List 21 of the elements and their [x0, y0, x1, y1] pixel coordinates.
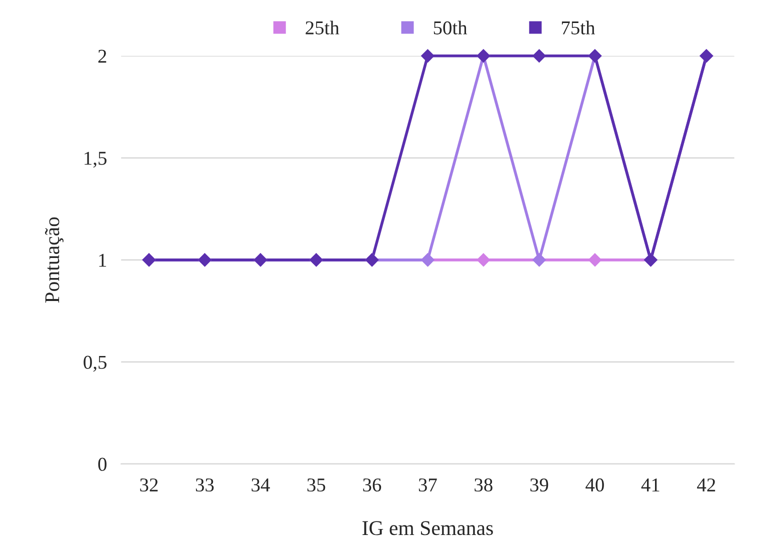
x-tick-label: 40 [586, 478, 604, 492]
x-tick-label: 41 [641, 478, 660, 492]
y-tick-label: 1,5 [84, 152, 106, 168]
y-tick-label: 0 [98, 458, 106, 471]
x-axis-title: IG em Semanas [362, 521, 493, 536]
x-tick-label: 36 [363, 478, 382, 492]
x-tick-label: 38 [474, 478, 492, 492]
legend-label: 50th [434, 20, 468, 34]
legend-label: 75th [562, 20, 595, 34]
x-tick-label: 35 [307, 478, 326, 492]
x-tick-label: 37 [418, 478, 437, 492]
y-axis-title: Pontuação [45, 217, 64, 303]
x-tick-label: 32 [140, 478, 158, 492]
y-tick-label: 2 [98, 50, 106, 63]
y-tick-label: 1 [99, 254, 106, 267]
y-tick-label: 0,5 [84, 356, 106, 372]
legend-label: 25th [306, 20, 340, 34]
x-tick-label: 39 [530, 478, 548, 492]
x-tick-label: 42 [697, 478, 716, 492]
x-tick-label: 34 [252, 478, 270, 492]
x-tick-label: 33 [196, 478, 214, 492]
